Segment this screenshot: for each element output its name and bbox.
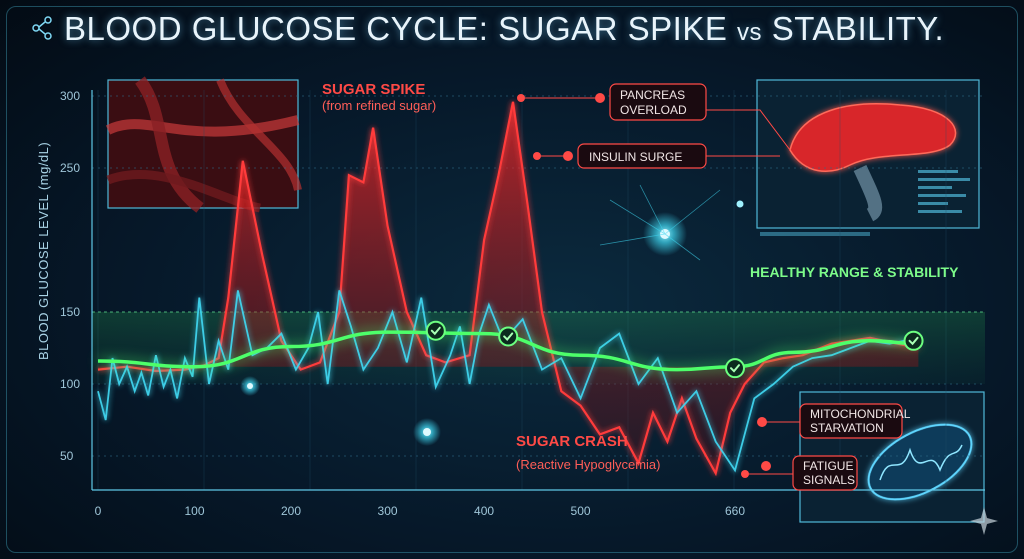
x-tick-label: 200 — [281, 504, 301, 518]
pancreas-status-bars — [918, 170, 970, 213]
checkmark-icon — [498, 326, 519, 347]
spike-series-area — [98, 101, 919, 474]
insulin-tag: INSULIN SURGE — [589, 150, 682, 164]
page-title: BLOOD GLUCOSE CYCLE: SUGAR SPIKE vs STAB… — [64, 10, 944, 48]
checkmark-icon — [725, 358, 745, 379]
x-tick-label: 0 — [95, 504, 102, 518]
x-tick-label: 660 — [725, 504, 745, 518]
pancreas-illustration — [756, 79, 980, 236]
x-tick-label: 400 — [474, 504, 494, 518]
network-logo-icon — [32, 16, 52, 40]
checkpoint-ring — [725, 358, 745, 379]
chart-series — [97, 101, 919, 477]
mito-tag-line2: STARVATION — [810, 421, 884, 435]
stable-series-line — [97, 330, 919, 372]
title-vs: vs — [737, 19, 763, 46]
pancreas-tag-line2: OVERLOAD — [620, 103, 687, 117]
blood-vessel-illustration — [105, 76, 302, 213]
mito-tag-line1: MITOCHONDRIAL — [810, 407, 911, 421]
y-tick-label: 50 — [60, 449, 74, 463]
callout-insulin-surge: INSULIN SURGE — [533, 143, 780, 169]
sugar-spike-subtitle: (from refined sugar) — [322, 98, 436, 113]
checkpoint-tick — [503, 332, 514, 341]
sugar-crash-title: SUGAR CRASH — [516, 433, 628, 450]
healthy-range-label: HEALTHY RANGE & STABILITY — [750, 264, 959, 280]
x-tick-label: 300 — [378, 504, 398, 518]
title-main: BLOOD GLUCOSE CYCLE: SUGAR SPIKE — [64, 10, 728, 47]
y-tick-label: 250 — [60, 161, 80, 175]
callout-pancreas-overload: PANCREAS OVERLOAD — [517, 83, 791, 151]
y-tick-label: 150 — [60, 305, 80, 319]
neural-node-illustration — [240, 184, 744, 446]
checkpoint-ring — [903, 330, 924, 351]
sugar-crash-subtitle: (Reactive Hypoglycemia) — [516, 457, 661, 472]
fatigue-tag-line1: FATIGUE — [803, 459, 853, 473]
checkpoint-tick — [908, 336, 919, 346]
pancreas-tag-line1: PANCREAS — [620, 88, 685, 102]
sparkle-icon — [970, 507, 998, 535]
outer-border — [6, 6, 1018, 553]
y-tick-label: 300 — [60, 89, 80, 103]
sugar-spike-title: SUGAR SPIKE — [322, 81, 425, 98]
checkmark-icon — [425, 320, 446, 341]
checkpoint-tick — [430, 326, 441, 336]
checkmark-icon — [903, 330, 924, 351]
fatigue-tag-line2: SIGNALS — [803, 473, 855, 487]
x-tick-label: 100 — [184, 504, 204, 518]
callout-mitochondrial-starvation: MITOCHONDRIAL STARVATION — [757, 403, 911, 439]
checkpoint-ring — [425, 320, 446, 341]
spike-series-line — [97, 101, 919, 477]
y-tick-label: 100 — [60, 377, 80, 391]
checkpoint-ring — [498, 326, 519, 347]
x-tick-label: 500 — [571, 504, 591, 518]
stability-checkpoints — [425, 320, 924, 379]
callout-fatigue-signals: FATIGUE SIGNALS — [741, 455, 858, 491]
checkpoint-tick — [730, 364, 740, 373]
title-end: STABILITY. — [771, 10, 945, 47]
y-axis-label: BLOOD GLUCOSE LEVEL (mg/dL) — [36, 142, 51, 360]
